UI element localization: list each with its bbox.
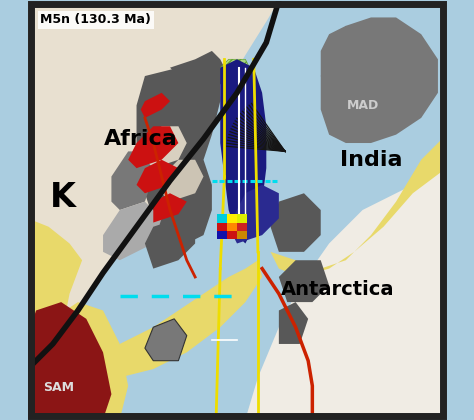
- Polygon shape: [228, 185, 279, 244]
- Polygon shape: [271, 193, 321, 252]
- Polygon shape: [321, 18, 438, 143]
- Polygon shape: [153, 193, 187, 223]
- Bar: [217, 214, 227, 223]
- Polygon shape: [271, 135, 447, 277]
- Polygon shape: [27, 218, 82, 399]
- Text: M5n (130.3 Ma): M5n (130.3 Ma): [40, 13, 151, 26]
- Polygon shape: [111, 151, 153, 210]
- Polygon shape: [279, 260, 329, 302]
- Polygon shape: [27, 302, 128, 419]
- Text: Africa: Africa: [104, 129, 178, 149]
- Bar: [237, 231, 247, 239]
- Bar: [227, 231, 237, 239]
- Polygon shape: [103, 202, 162, 260]
- Polygon shape: [145, 126, 187, 168]
- Text: MAD: MAD: [346, 99, 379, 112]
- Bar: [227, 214, 237, 223]
- Polygon shape: [220, 59, 258, 235]
- Bar: [217, 231, 227, 239]
- Polygon shape: [246, 168, 447, 419]
- Polygon shape: [145, 319, 187, 361]
- Bar: [227, 223, 237, 231]
- Text: India: India: [340, 150, 402, 170]
- Polygon shape: [321, 26, 371, 93]
- Bar: [237, 223, 247, 231]
- Bar: [217, 223, 227, 231]
- Polygon shape: [220, 59, 266, 244]
- Polygon shape: [162, 160, 203, 202]
- Polygon shape: [141, 93, 170, 118]
- Polygon shape: [27, 1, 279, 357]
- Text: SAM: SAM: [44, 381, 74, 394]
- Polygon shape: [145, 218, 195, 269]
- Polygon shape: [137, 160, 178, 193]
- Polygon shape: [279, 302, 308, 344]
- Text: Antarctica: Antarctica: [281, 280, 394, 299]
- Bar: [237, 214, 247, 223]
- Polygon shape: [128, 126, 178, 168]
- Polygon shape: [137, 63, 220, 244]
- Polygon shape: [120, 260, 262, 378]
- Text: K: K: [50, 181, 76, 214]
- Polygon shape: [27, 302, 111, 419]
- Polygon shape: [170, 51, 228, 84]
